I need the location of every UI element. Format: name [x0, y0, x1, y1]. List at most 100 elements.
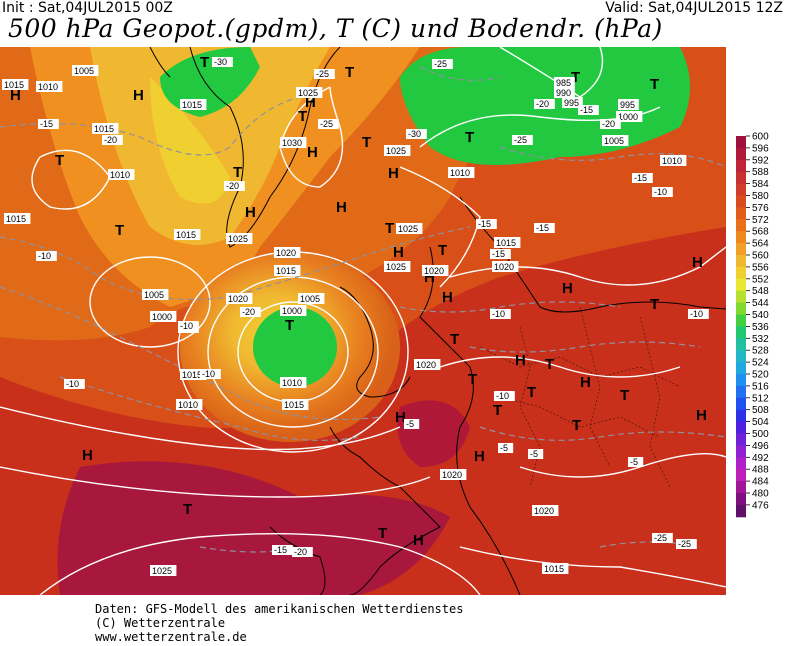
high-symbol: H: [395, 409, 406, 426]
temperature-label: -10: [66, 379, 79, 389]
temperature-label: -20: [536, 99, 549, 109]
footer-data-source: Daten: GFS-Modell des amerikanischen Wet…: [95, 602, 464, 616]
temperature-label-box: [36, 251, 57, 261]
temperature-label: -10: [496, 391, 509, 401]
temperature-label: -30: [408, 129, 421, 139]
temperature-label: -25: [678, 539, 691, 549]
pressure-label: 1015: [544, 564, 564, 574]
high-symbol: H: [696, 407, 707, 424]
high-symbol: H: [442, 289, 453, 306]
legend-swatch: [736, 433, 746, 446]
low-symbol: T: [115, 222, 124, 239]
high-symbol: H: [424, 269, 435, 286]
weather-map: H H T H T T H T H T H H T T T T T T H T …: [0, 47, 726, 595]
pressure-label-box: [108, 169, 135, 180]
legend-label: 492: [752, 453, 769, 464]
pressure-label-box: [532, 505, 559, 516]
pressure-label-box: [274, 247, 301, 258]
pressure-label: 1010: [38, 82, 58, 92]
low-symbol: T: [450, 331, 459, 348]
high-symbol: H: [133, 87, 144, 104]
temperature-label: -5: [406, 419, 414, 429]
temperature-label-box: [632, 173, 653, 183]
low-symbol: T: [465, 129, 474, 146]
pressure-label-box: [282, 399, 309, 410]
legend-label: 552: [752, 274, 769, 285]
pressure-label: 1010: [178, 400, 198, 410]
temperature-label-box: [676, 539, 697, 549]
temperature-label: -15: [492, 249, 505, 259]
high-symbol: H: [413, 532, 424, 549]
pressure-label: 1025: [386, 262, 406, 272]
legend-swatch: [736, 171, 746, 185]
low-symbol: T: [55, 152, 64, 169]
coastlines: [149, 47, 726, 595]
legend-label: 580: [752, 191, 769, 202]
legend-label: 576: [752, 203, 769, 214]
pressure-label: 1010: [662, 156, 682, 166]
high-symbol: H: [393, 244, 404, 261]
legend-label: 544: [752, 298, 769, 309]
low-symbol: T: [385, 220, 394, 237]
temperature-label-box: [102, 135, 123, 145]
legend-label: 548: [752, 286, 769, 297]
temperature-label: -15: [536, 223, 549, 233]
legend-swatch: [736, 362, 746, 375]
legend-swatch: [736, 290, 746, 304]
pressure-label: 1015: [94, 124, 114, 134]
pressure-label-box: [414, 359, 441, 370]
pressure-label: 1020: [494, 262, 514, 272]
footer-credits: Daten: GFS-Modell des amerikanischen Wet…: [95, 602, 463, 644]
legend-swatch: [736, 445, 746, 458]
pressure-label-box: [616, 111, 643, 122]
pressure-label: 1020: [534, 506, 554, 516]
legend-label: 496: [752, 441, 769, 452]
temperature-label-box: [490, 309, 511, 319]
legend-label: 484: [752, 477, 769, 488]
pressure-label-box: [4, 213, 31, 224]
low-symbol: T: [378, 525, 387, 542]
pressure-label-box: [72, 65, 99, 76]
temperature-label-box: [652, 533, 673, 543]
legend-label: 584: [752, 179, 769, 190]
temperature-label: -5: [630, 457, 638, 467]
temperature-label: -10: [180, 321, 193, 331]
pressure-label-box: [296, 87, 323, 98]
temperature-label-box: [498, 443, 514, 453]
legend-swatch: [736, 159, 746, 173]
temperature-label-box: [652, 187, 673, 197]
temperature-label-box: [404, 419, 420, 429]
high-symbol: H: [245, 204, 256, 221]
legend-swatch: [736, 136, 746, 149]
legend-swatch: [736, 481, 746, 494]
pressure-label: 1015: [6, 214, 26, 224]
legend-label: 488: [752, 465, 769, 476]
legend-label: 536: [752, 322, 769, 333]
low-symbol: T: [527, 384, 536, 401]
color-scale-legend: 6005965925885845805765725685645605565525…: [736, 132, 769, 518]
legend-swatch: [736, 243, 746, 256]
pressure-label: 1020: [276, 248, 296, 258]
temperature-label-box: [272, 545, 293, 555]
pressure-label: 1025: [228, 234, 248, 244]
pressure-label-box: [226, 293, 253, 304]
pressure-label: 1000: [152, 312, 172, 322]
high-symbol: H: [692, 254, 703, 271]
pressure-label-box: [180, 99, 207, 110]
legend-label: 508: [752, 405, 769, 416]
pressure-label: 1015: [182, 100, 202, 110]
pressure-label: 1015: [276, 266, 296, 276]
pressure-label: 1015: [4, 80, 24, 90]
temperature-label: -10: [492, 309, 505, 319]
pressure-label: 995: [564, 98, 579, 108]
legend-swatch: [736, 385, 746, 399]
temperature-label: -10: [202, 369, 215, 379]
temperature-label: -20: [294, 547, 307, 557]
low-symbol: T: [493, 402, 502, 419]
pressure-label: 985: [556, 78, 571, 88]
pressure-label: 1005: [74, 66, 94, 76]
legend-label: 588: [752, 167, 769, 178]
temperature-label: -15: [634, 173, 647, 183]
legend-label: 564: [752, 239, 769, 250]
temperature-label-box: [528, 449, 544, 459]
